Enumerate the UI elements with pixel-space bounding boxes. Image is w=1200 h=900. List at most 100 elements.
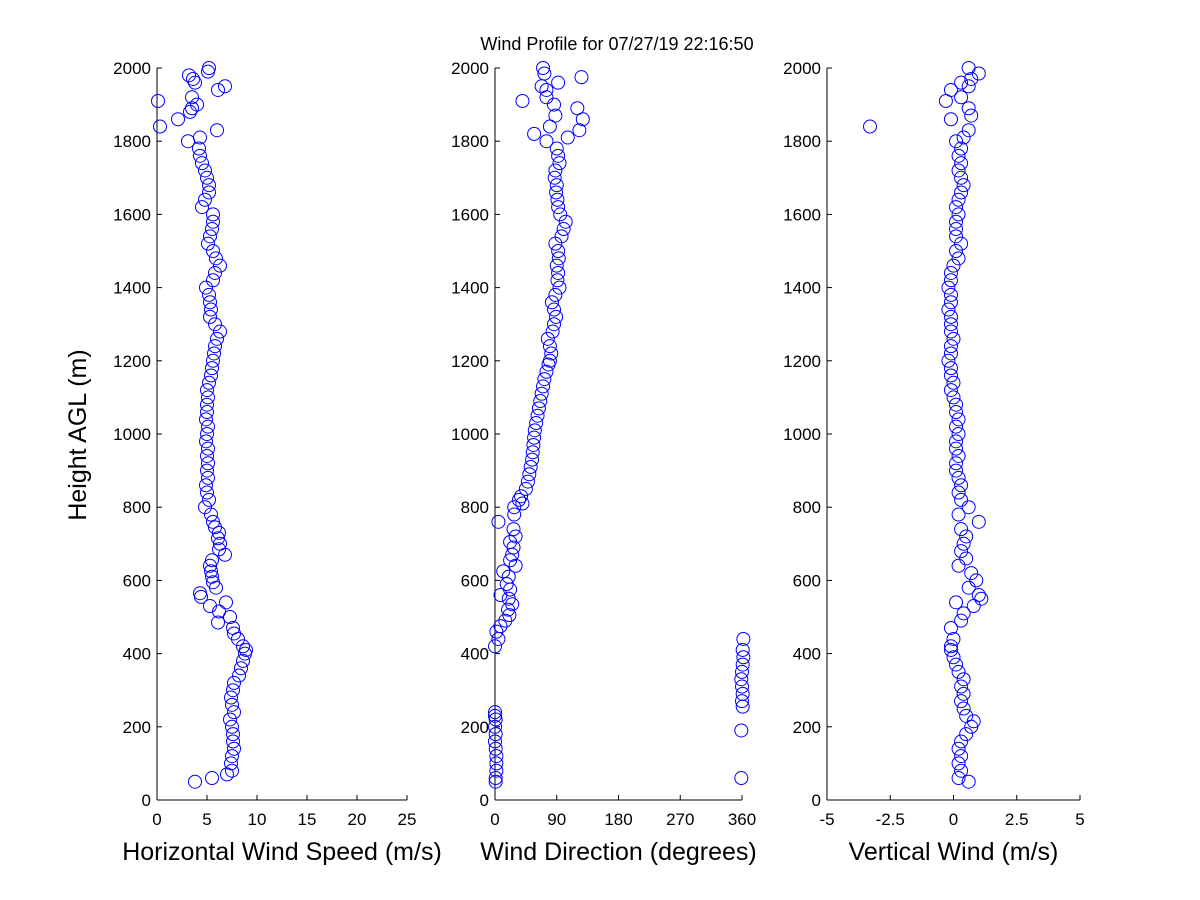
- vertical-data-point: [961, 580, 976, 595]
- direction-data-point: [734, 672, 749, 687]
- speed-data-point: [151, 93, 165, 108]
- speed-data-point: [236, 639, 250, 654]
- vertical-y-tick-label: 2000: [783, 59, 821, 78]
- direction-data-point: [549, 141, 564, 156]
- speed-data-point: [208, 265, 222, 280]
- vertical-data-point: [949, 397, 964, 412]
- direction-data-point: [549, 258, 564, 273]
- direction-data-point: [508, 558, 523, 573]
- vertical-y-tick-label: 0: [812, 791, 821, 810]
- vertical-wind-panel: 0 200 400 600 800 1000 1200 1400 1600 1800 2000 -5 -…: [783, 59, 1085, 866]
- speed-data-point: [201, 470, 215, 485]
- direction-data-point: [534, 386, 549, 401]
- vertical-data-point: [943, 642, 958, 657]
- vertical-data-point: [951, 148, 966, 163]
- vertical-y-tick-label: 1000: [783, 425, 821, 444]
- speed-y-tick-label: 1200: [113, 352, 151, 371]
- direction-data-point: [556, 222, 571, 237]
- vertical-data-point: [961, 123, 976, 138]
- vertical-data-point: [969, 573, 984, 588]
- vertical-data-point: [943, 368, 958, 383]
- vertical-data-point: [954, 763, 969, 778]
- speed-data-point: [190, 97, 204, 112]
- speed-data-point: [225, 749, 239, 764]
- vertical-data-point: [943, 112, 958, 127]
- speed-data-point: [223, 712, 237, 727]
- speed-data-point: [211, 531, 225, 546]
- vertical-data-point: [949, 419, 964, 434]
- speed-data-point: [204, 368, 218, 383]
- direction-y-tick-label: 1400: [451, 279, 489, 298]
- vertical-data-point: [943, 82, 958, 97]
- direction-data-point: [527, 423, 542, 438]
- speed-data-point: [186, 71, 200, 86]
- direction-data-point: [503, 534, 518, 549]
- vertical-data-point: [941, 353, 956, 368]
- vertical-x-tick-label: 0: [949, 810, 958, 829]
- vertical-x-axis-label: Vertical Wind (m/s): [849, 838, 1059, 866]
- vertical-data-point: [956, 686, 971, 701]
- speed-data-point: [206, 575, 220, 590]
- speed-data-point: [225, 763, 239, 778]
- speed-data-point: [204, 302, 218, 317]
- vertical-data-point: [954, 141, 969, 156]
- vertical-data-point: [863, 119, 878, 134]
- direction-data-point: [489, 756, 504, 771]
- direction-data-point: [551, 75, 566, 90]
- direction-data-point: [527, 430, 542, 445]
- direction-data-point: [539, 82, 554, 97]
- speed-data-point: [192, 141, 206, 156]
- vertical-data-point: [971, 514, 986, 529]
- direction-data-point: [522, 467, 537, 482]
- speed-data-point: [195, 200, 209, 215]
- speed-data-point: [201, 456, 215, 471]
- direction-x-axis-label: Wind Direction (degrees): [480, 838, 757, 866]
- direction-data-point: [735, 642, 750, 657]
- direction-data-point: [488, 734, 502, 749]
- direction-data-point: [539, 364, 554, 379]
- speed-data-point: [182, 68, 196, 83]
- direction-data-point: [537, 66, 552, 81]
- vertical-data-point: [951, 558, 966, 573]
- vertical-data-point: [954, 613, 969, 628]
- speed-data-point: [183, 104, 197, 119]
- speed-data-point: [200, 427, 214, 441]
- direction-data-point: [558, 214, 573, 229]
- vertical-data-point: [951, 448, 966, 463]
- vertical-data-point: [966, 714, 981, 729]
- speed-data-point: [200, 170, 214, 185]
- direction-data-point: [735, 657, 750, 672]
- speed-data-point: [202, 492, 216, 507]
- speed-data-point: [224, 690, 238, 705]
- direction-data-point: [734, 723, 749, 738]
- direction-data-point: [544, 295, 559, 310]
- direction-data-point: [560, 130, 575, 145]
- direction-y-tick-label: 1800: [451, 132, 489, 151]
- vertical-data-point: [943, 317, 958, 332]
- wind-direction-panel: 0 200 400 600 800 1000 1200 1400 1600 1800 2000 0 90…: [451, 59, 757, 866]
- vertical-data-point: [949, 456, 964, 471]
- speed-data-point: [204, 564, 218, 579]
- speed-y-tick-label: 600: [123, 571, 151, 590]
- speed-data-point: [213, 324, 227, 339]
- vertical-data-point: [946, 390, 961, 405]
- speed-data-point: [200, 383, 214, 398]
- vertical-data-point: [956, 606, 971, 621]
- speed-x-tick-label: 25: [398, 810, 417, 829]
- direction-data-point: [530, 408, 545, 423]
- speed-data-point: [210, 123, 224, 138]
- vertical-data-point: [946, 375, 961, 390]
- speed-data-point: [199, 478, 213, 493]
- speed-data-point: [211, 82, 225, 97]
- vertical-data-point: [943, 639, 958, 654]
- direction-data-point: [548, 108, 563, 123]
- direction-data-point: [549, 309, 564, 324]
- speed-data-point: [206, 207, 220, 222]
- direction-data-point: [548, 287, 563, 302]
- direction-data-point: [539, 134, 554, 149]
- speed-x-tick-label: 20: [348, 810, 367, 829]
- vertical-data-point: [946, 631, 961, 646]
- vertical-data-point: [949, 595, 964, 610]
- speed-data-point: [226, 727, 240, 742]
- horizontal-wind-speed-panel: 0 200 400 600 800 1000 1200 1400 1600 1800 2000 0 5 1…: [113, 59, 442, 866]
